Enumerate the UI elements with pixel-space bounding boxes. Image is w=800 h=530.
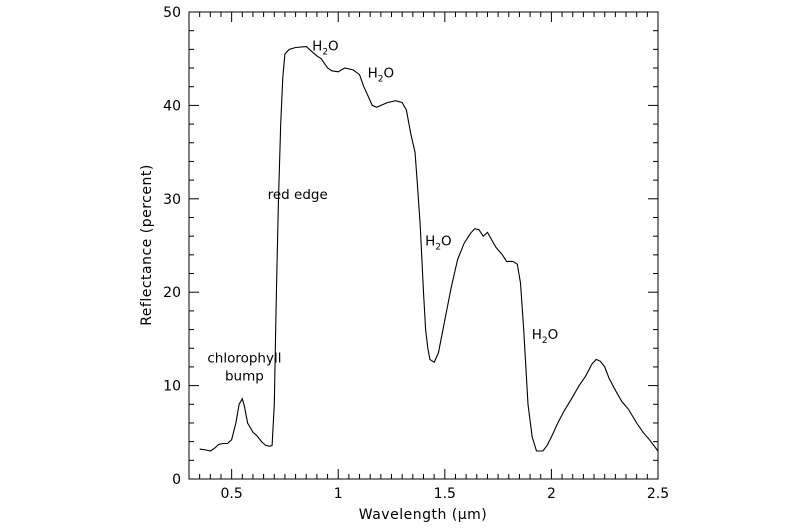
y-tick-label: 40 bbox=[163, 98, 181, 114]
plot-frame bbox=[188, 11, 659, 480]
y-tick-labels: 0 10 20 30 40 50 bbox=[163, 5, 181, 488]
annotation-h2o-4: H2O bbox=[532, 327, 559, 346]
y-tick-label: 10 bbox=[163, 379, 181, 395]
annotation-red-edge: red edge bbox=[268, 187, 328, 203]
x-tick-label: 2.5 bbox=[647, 486, 669, 502]
x-tick-label: 1.5 bbox=[434, 486, 456, 502]
annotation-h2o-3: H2O bbox=[425, 234, 452, 253]
annotation-h2o-2: H2O bbox=[368, 65, 395, 84]
axis-ticks bbox=[188, 11, 659, 480]
y-tick-label: 0 bbox=[172, 472, 181, 488]
annotation-h2o-1: H2O bbox=[312, 38, 339, 57]
x-tick-label: 0.5 bbox=[221, 486, 243, 502]
x-tick-label: 1 bbox=[334, 486, 343, 502]
annotation-chlorophyll-line: chlorophyll bbox=[207, 350, 281, 366]
x-axis-label: Wavelength (μm) bbox=[359, 507, 487, 523]
y-tick-label: 50 bbox=[163, 5, 181, 21]
x-tick-label: 2 bbox=[547, 486, 556, 502]
x-tick-labels: 0.5 1 1.5 2 2.5 bbox=[221, 486, 670, 502]
annotation-chlorophyll-line: bump bbox=[225, 368, 264, 384]
annotations: chlorophyll bump red edge H2O H2O H2O H2O bbox=[207, 38, 558, 384]
reflectance-curve bbox=[199, 46, 659, 452]
y-tick-label: 20 bbox=[163, 285, 181, 301]
y-axis-label: Reflectance (percent) bbox=[139, 164, 155, 326]
y-tick-label: 30 bbox=[163, 192, 181, 208]
